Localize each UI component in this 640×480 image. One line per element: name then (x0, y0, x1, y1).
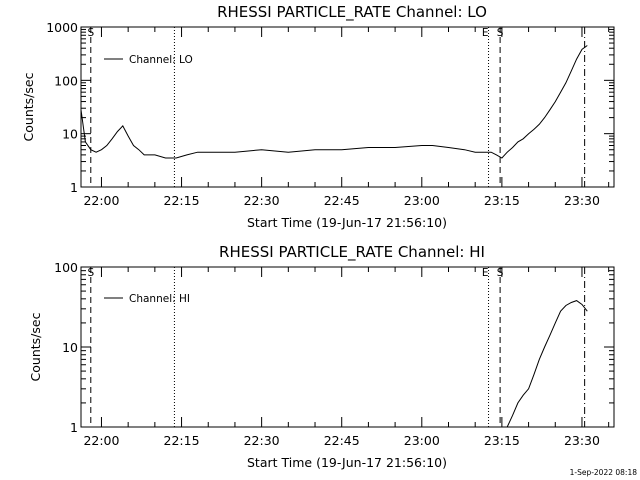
chart-lo-xtick-label: 23:15 (484, 193, 520, 208)
chart-hi-series-line (506, 300, 588, 428)
chart-hi-event-marker-label: E (482, 267, 489, 279)
chart-lo-frame (80, 26, 615, 188)
chart-hi-xtick-label: 22:45 (324, 433, 360, 448)
chart-hi-xtick-label: 22:15 (164, 433, 200, 448)
chart-hi-ytick-label: 10 (62, 340, 78, 355)
chart-lo-event-marker-label: E (482, 27, 489, 39)
chart-lo-ytick-label: 10 (62, 127, 78, 142)
chart-lo-xlabel: Start Time (19-Jun-17 21:56:10) (247, 215, 447, 230)
chart-lo-ytick-label: 1 (70, 180, 78, 195)
chart-lo-plot: 22:00 22:15 22:30 22:45 23:00 23:15 23:30 1 10 10… (46, 20, 615, 208)
chart-lo-xtick-label: 23:00 (404, 193, 440, 208)
chart-hi-xtick-label: 23:15 (484, 433, 520, 448)
chart-hi: RHESSI PARTICLE_RATE Channel: HI Start T… (28, 243, 485, 470)
chart-hi-ylabel: Counts/sec (28, 312, 43, 381)
chart-hi-title: RHESSI PARTICLE_RATE Channel: HI (219, 243, 485, 262)
chart-lo-ytick-label: 1000 (46, 20, 78, 35)
chart-lo-xtick-label: 22:45 (324, 193, 360, 208)
chart-hi-frame (80, 266, 615, 428)
chart-lo-title: RHESSI PARTICLE_RATE Channel: LO (217, 3, 487, 22)
chart-lo-series-line (80, 45, 588, 159)
chart-lo-event-marker-label: S (87, 27, 94, 39)
chart-hi-xtick-label: 23:00 (404, 433, 440, 448)
chart-hi-ytick-label: 100 (54, 260, 78, 275)
chart-hi-xtick-label: 22:30 (244, 433, 280, 448)
chart-lo-xtick-label: 22:15 (164, 193, 200, 208)
chart-hi-xlabel: Start Time (19-Jun-17 21:56:10) (247, 455, 447, 470)
chart-hi-xtick-label: 22:00 (83, 433, 119, 448)
chart-lo-xtick-label: 23:30 (564, 193, 600, 208)
chart-lo: RHESSI PARTICLE_RATE Channel: LO Start T… (21, 3, 487, 230)
chart-hi-legend-label: Channel: HI (129, 293, 190, 305)
chart-hi-event-marker-label: S (87, 267, 94, 279)
chart-hi-xtick-label: 23:30 (564, 433, 600, 448)
chart-lo-legend-label: Channel: LO (129, 54, 193, 66)
chart-lo-ylabel: Counts/sec (21, 72, 36, 141)
chart-hi-ytick-label: 1 (70, 420, 78, 435)
chart-lo-event-marker-label: S (497, 27, 504, 39)
chart-lo-ytick-label: 100 (54, 73, 78, 88)
footer-timestamp: 1-Sep-2022 08:18 (570, 468, 638, 477)
chart-lo-xtick-label: 22:30 (244, 193, 280, 208)
chart-hi-plot: 22:00 22:15 22:30 22:45 23:00 23:15 23:30 1 10 10… (54, 260, 615, 448)
chart-hi-event-marker-label: S (497, 267, 504, 279)
chart-lo-xtick-label: 22:00 (83, 193, 119, 208)
